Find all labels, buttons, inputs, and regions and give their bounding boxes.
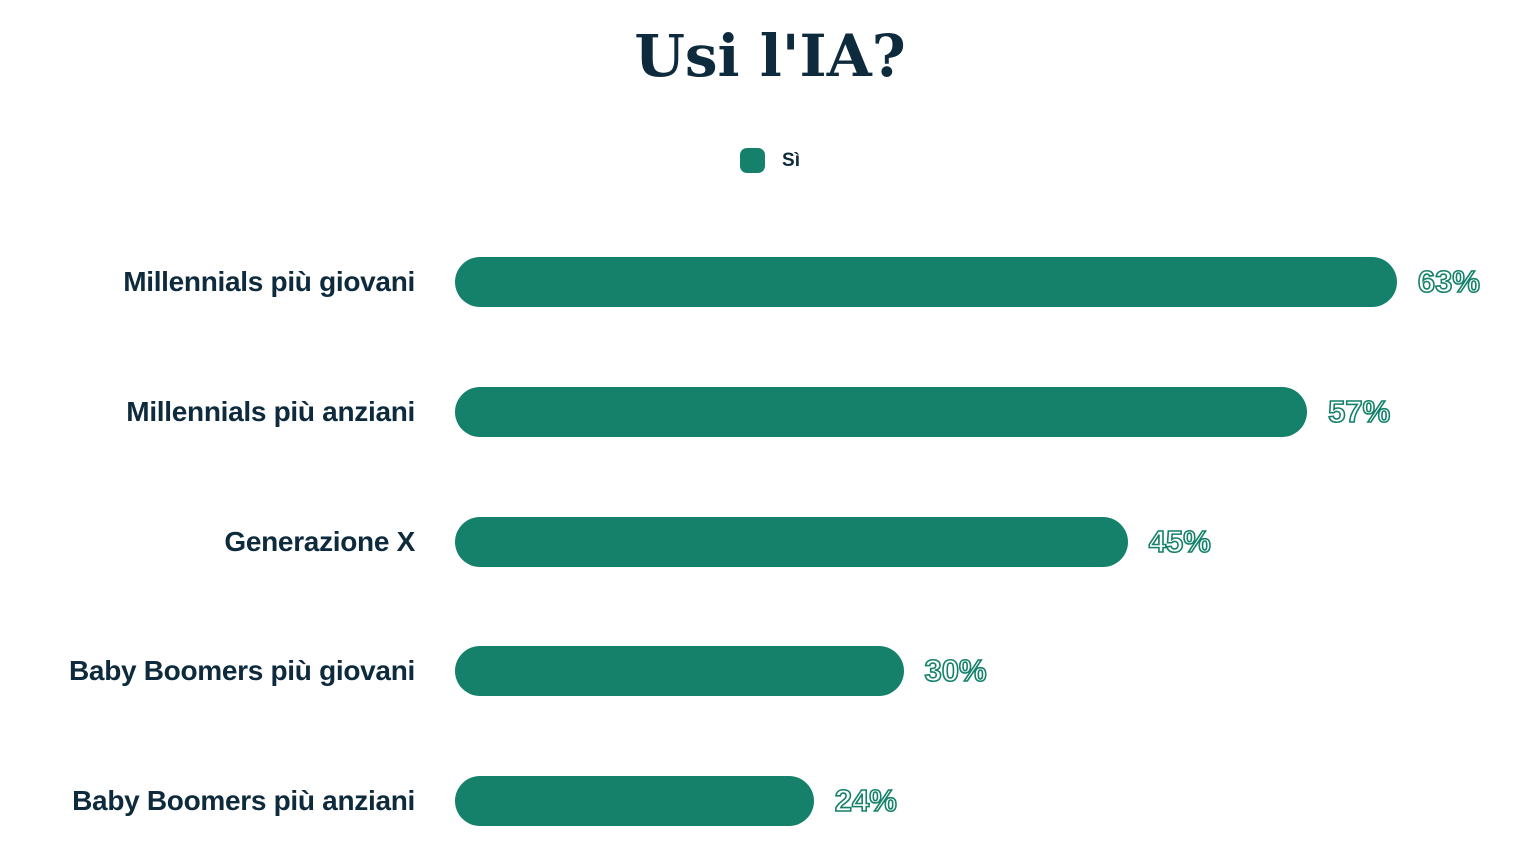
value-label: 30% [924,652,988,689]
category-label: Millennials più giovani [123,266,415,297]
bar-row: Millennials più anziani 57% [0,386,1540,437]
category-label: Baby Boomers più giovani [69,655,415,687]
value-label: 45% [1148,523,1212,560]
bar-si[interactable] [455,646,904,697]
bar-si[interactable] [455,776,814,826]
value-label: 57% [1327,393,1391,430]
legend-label: Sì [782,149,800,171]
value-label: 24% [834,782,898,819]
value-label: 63% [1417,263,1481,300]
bar-si[interactable] [455,516,1128,567]
bar-row: Generazione X 45% [0,516,1540,567]
bar-si[interactable] [455,257,1397,307]
category-label: Generazione X [224,525,415,557]
legend-swatch-icon [740,148,766,173]
bar-row: Baby Boomers più giovani 30% [0,646,1540,697]
category-label: Millennials più anziani [126,395,415,427]
chart-title: Usi l'IA? [634,22,906,90]
category-label: Baby Boomers più anziani [72,785,415,816]
legend-item-si[interactable]: Sì [740,148,800,173]
legend: Sì [0,148,1540,173]
bar-row: Millennials più giovani 63% [0,257,1540,307]
bar-row: Baby Boomers più anziani 24% [0,776,1540,826]
bar-si[interactable] [455,386,1308,437]
